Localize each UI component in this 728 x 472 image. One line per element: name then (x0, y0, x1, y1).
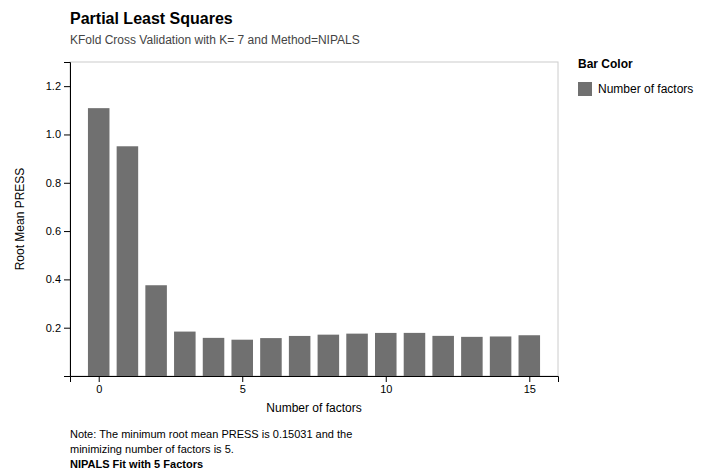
bar (145, 285, 167, 376)
y-tick-label: 0.6 (46, 225, 61, 237)
legend: Bar Color Number of factors (578, 57, 693, 96)
x-tick-label: 0 (96, 383, 102, 395)
x-tick: 5 (240, 376, 246, 395)
bar (375, 333, 397, 376)
bar (174, 332, 196, 376)
plot: 0 5 10 15 0.2 0.4 0.6 0.8 1.0 1.2 Number of factor… (13, 62, 559, 415)
bar (203, 338, 225, 376)
legend-title: Bar Color (578, 57, 633, 71)
y-axis: 0.2 0.4 0.6 0.8 1.0 1.2 (46, 63, 71, 377)
bar (260, 338, 282, 376)
y-tick: 0.2 (46, 322, 70, 334)
x-tick-mark (386, 376, 387, 382)
y-tick-mark (64, 183, 70, 184)
y-tick-label: 1.2 (46, 80, 61, 92)
bar (289, 336, 311, 376)
y-tick: 1.0 (46, 128, 70, 140)
legend-item: Number of factors (578, 82, 693, 96)
bar (88, 108, 110, 376)
bar (490, 336, 512, 376)
y-tick: 0.8 (46, 177, 70, 189)
annotation: NIPALS Fit with 5 Factors (70, 458, 203, 470)
notes: Note: The minimum root mean PRESS is 0.1… (70, 428, 352, 470)
y-axis-line (64, 63, 71, 377)
legend-label: Number of factors (598, 82, 693, 96)
x-tick-label: 15 (524, 383, 536, 395)
bar (318, 335, 340, 376)
bar (231, 340, 253, 376)
bars (88, 108, 540, 376)
x-tick-mark (529, 376, 530, 382)
plot-frame (70, 62, 558, 376)
bar (117, 146, 139, 376)
title: Partial Least Squares (70, 10, 233, 27)
bar (519, 335, 541, 376)
y-tick-mark (64, 86, 70, 87)
annotation: minimizing number of factors is 5. (70, 443, 234, 455)
bar (346, 334, 368, 376)
x-axis: 0 5 10 15 (71, 376, 559, 395)
bar (461, 337, 483, 376)
x-tick: 10 (380, 376, 392, 395)
y-tick-label: 0.4 (46, 273, 61, 285)
subtitle: KFold Cross Validation with K= 7 and Met… (70, 33, 360, 47)
x-tick-label: 10 (380, 383, 392, 395)
y-axis-title: Root Mean PRESS (13, 168, 27, 271)
y-tick: 0.4 (46, 273, 70, 285)
x-axis-line (71, 377, 559, 383)
bar (432, 336, 454, 376)
y-tick: 1.2 (46, 80, 70, 92)
y-tick-label: 0.8 (46, 177, 61, 189)
legend-swatch (578, 82, 592, 96)
x-tick-label: 5 (240, 383, 246, 395)
x-tick-mark (242, 376, 243, 382)
y-tick-mark (64, 134, 70, 135)
y-tick-mark (64, 231, 70, 232)
x-tick: 15 (524, 376, 536, 395)
chart: Partial Least Squares KFold Cross Validat… (0, 0, 728, 472)
x-tick: 0 (96, 376, 102, 395)
bar (404, 333, 426, 376)
x-tick-mark (99, 376, 100, 382)
y-tick: 0.6 (46, 225, 70, 237)
y-tick-mark (64, 279, 70, 280)
y-tick-mark (64, 328, 70, 329)
y-tick-label: 1.0 (46, 128, 61, 140)
annotation: Note: The minimum root mean PRESS is 0.1… (70, 428, 352, 440)
x-axis-title: Number of factors (266, 401, 361, 415)
y-tick-label: 0.2 (46, 322, 61, 334)
